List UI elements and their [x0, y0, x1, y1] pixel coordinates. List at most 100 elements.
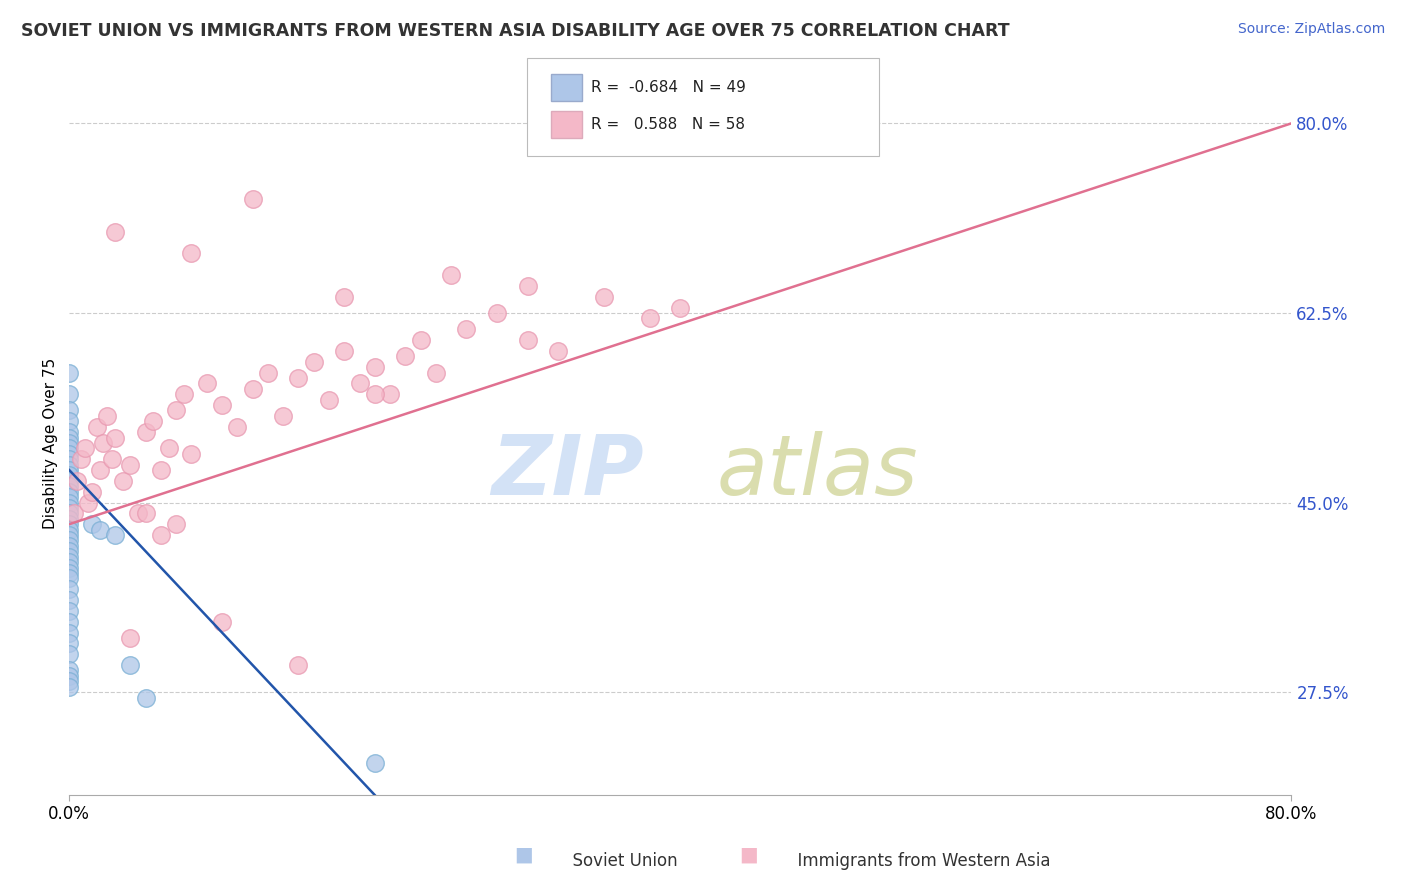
- Point: [378, 387, 401, 401]
- Point: [149, 463, 172, 477]
- Point: [180, 447, 202, 461]
- Point: [638, 311, 661, 326]
- Point: [211, 615, 233, 629]
- Point: [58, 512, 80, 526]
- Point: [287, 658, 309, 673]
- Point: [89, 463, 111, 477]
- Point: [58, 425, 80, 439]
- Point: [91, 436, 114, 450]
- Point: [58, 571, 80, 585]
- Point: [58, 566, 80, 580]
- Point: [82, 517, 104, 532]
- Point: [425, 366, 447, 380]
- Point: [157, 442, 180, 456]
- Point: [58, 517, 80, 532]
- Point: [104, 225, 127, 239]
- Point: [257, 366, 280, 380]
- Point: [120, 458, 142, 472]
- Point: [135, 507, 157, 521]
- Point: [349, 376, 371, 391]
- Text: SOVIET UNION VS IMMIGRANTS FROM WESTERN ASIA DISABILITY AGE OVER 75 CORRELATION : SOVIET UNION VS IMMIGRANTS FROM WESTERN …: [21, 22, 1010, 40]
- Point: [165, 517, 187, 532]
- Point: [58, 669, 80, 683]
- Point: [58, 430, 80, 444]
- Point: [82, 484, 104, 499]
- Point: [211, 398, 233, 412]
- Text: Immigrants from Western Asia: Immigrants from Western Asia: [766, 852, 1050, 870]
- Point: [86, 419, 108, 434]
- Point: [516, 333, 538, 347]
- Text: R =   0.588   N = 58: R = 0.588 N = 58: [591, 118, 745, 132]
- Point: [669, 301, 692, 315]
- Point: [62, 507, 84, 521]
- Point: [104, 528, 127, 542]
- Point: [76, 495, 98, 509]
- Point: [120, 631, 142, 645]
- Point: [242, 192, 264, 206]
- Point: [58, 458, 80, 472]
- Point: [318, 392, 340, 407]
- Point: [58, 523, 80, 537]
- Point: [58, 555, 80, 569]
- Point: [58, 549, 80, 564]
- Point: [394, 349, 416, 363]
- Point: [58, 414, 80, 428]
- Point: [58, 479, 80, 493]
- Point: [58, 539, 80, 553]
- Point: [58, 474, 80, 488]
- Point: [96, 409, 118, 423]
- Text: R =  -0.684   N = 49: R = -0.684 N = 49: [591, 80, 745, 95]
- Point: [135, 690, 157, 705]
- Point: [58, 463, 80, 477]
- Point: [58, 625, 80, 640]
- Point: [58, 560, 80, 574]
- Point: [58, 366, 80, 380]
- Text: ▪: ▪: [738, 840, 759, 870]
- Point: [66, 474, 89, 488]
- Point: [195, 376, 218, 391]
- Point: [58, 447, 80, 461]
- Point: [58, 533, 80, 548]
- Point: [58, 582, 80, 597]
- Point: [58, 636, 80, 650]
- Point: [226, 419, 249, 434]
- Point: [271, 409, 294, 423]
- Point: [364, 360, 387, 375]
- Point: [70, 452, 93, 467]
- Point: [58, 680, 80, 694]
- Point: [120, 658, 142, 673]
- Point: [58, 484, 80, 499]
- Point: [516, 278, 538, 293]
- Text: ZIP: ZIP: [491, 431, 644, 512]
- Point: [364, 387, 387, 401]
- Point: [456, 322, 478, 336]
- Point: [58, 495, 80, 509]
- Point: [58, 403, 80, 417]
- Point: [165, 403, 187, 417]
- Point: [101, 452, 124, 467]
- Point: [58, 507, 80, 521]
- Point: [58, 544, 80, 558]
- Text: Source: ZipAtlas.com: Source: ZipAtlas.com: [1237, 22, 1385, 37]
- Point: [58, 647, 80, 661]
- Point: [58, 615, 80, 629]
- Y-axis label: Disability Age Over 75: Disability Age Over 75: [44, 358, 58, 529]
- Point: [409, 333, 432, 347]
- Point: [173, 387, 195, 401]
- Point: [111, 474, 134, 488]
- Point: [127, 507, 149, 521]
- Point: [149, 528, 172, 542]
- Point: [142, 414, 165, 428]
- Point: [104, 430, 127, 444]
- Point: [58, 490, 80, 504]
- Point: [135, 425, 157, 439]
- Point: [242, 382, 264, 396]
- Point: [58, 387, 80, 401]
- Point: [58, 500, 80, 515]
- Point: [58, 604, 80, 618]
- Point: [58, 664, 80, 678]
- Point: [58, 674, 80, 689]
- Point: [58, 452, 80, 467]
- Point: [73, 442, 96, 456]
- Point: [333, 290, 356, 304]
